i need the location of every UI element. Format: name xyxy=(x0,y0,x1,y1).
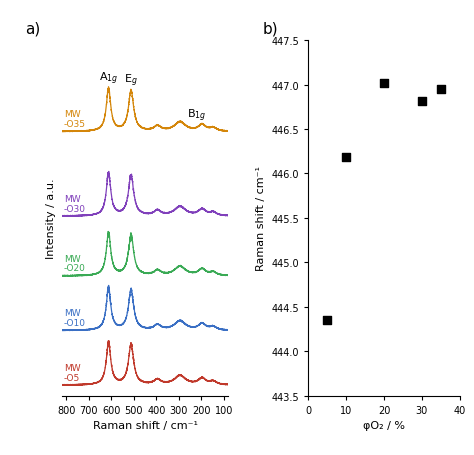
Text: MW
-O35: MW -O35 xyxy=(64,110,86,129)
Point xyxy=(342,154,350,162)
Y-axis label: Raman shift / cm⁻¹: Raman shift / cm⁻¹ xyxy=(256,166,266,271)
Y-axis label: Intensity / a.u.: Intensity / a.u. xyxy=(46,178,56,258)
Text: E$_g$: E$_g$ xyxy=(124,72,138,89)
Point xyxy=(437,86,445,93)
Text: MW
-O10: MW -O10 xyxy=(64,308,86,327)
Point xyxy=(418,98,426,105)
X-axis label: Raman shift / cm⁻¹: Raman shift / cm⁻¹ xyxy=(92,420,198,430)
Text: a): a) xyxy=(25,22,40,37)
Text: MW
-O30: MW -O30 xyxy=(64,194,86,213)
Text: MW
-O20: MW -O20 xyxy=(64,254,86,273)
Point xyxy=(380,80,388,87)
Point xyxy=(323,317,331,324)
X-axis label: φO₂ / %: φO₂ / % xyxy=(363,420,405,430)
Text: B$_{1g}$: B$_{1g}$ xyxy=(187,108,206,124)
Text: A$_{1g}$: A$_{1g}$ xyxy=(99,70,118,86)
Text: b): b) xyxy=(263,22,278,37)
Text: MW
-O5: MW -O5 xyxy=(64,363,81,382)
